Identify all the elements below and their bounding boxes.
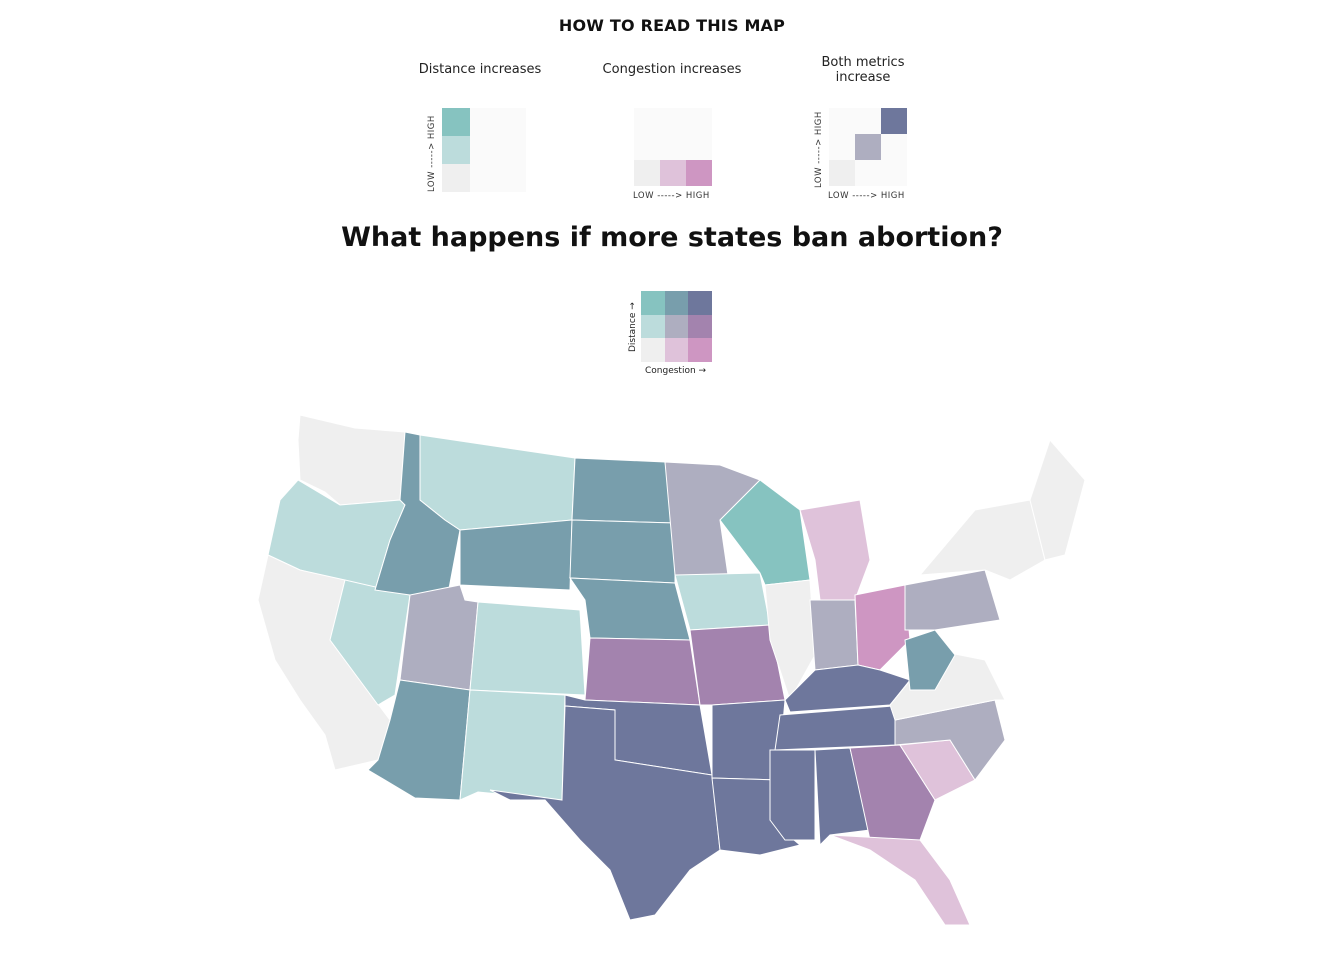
- cell: [855, 108, 881, 134]
- bivariate-legend: [641, 291, 712, 362]
- cell: [470, 108, 498, 136]
- example-distance-grid: [442, 108, 526, 192]
- state-pa: [904, 569, 1001, 631]
- how-to-read-heading: HOW TO READ THIS MAP: [558, 16, 786, 35]
- cell: [498, 108, 526, 136]
- state-ne_states: [1029, 439, 1086, 561]
- legend-cell: [641, 291, 665, 315]
- cell: [442, 136, 470, 164]
- state-il: [764, 579, 816, 702]
- state-ca: [257, 554, 391, 771]
- legend-cell: [641, 314, 665, 339]
- state-mt: [419, 434, 576, 531]
- example-both-label: Both metrics increase: [821, 55, 905, 85]
- cell: [686, 108, 712, 134]
- cell: [470, 136, 498, 164]
- map-title: What happens if more states ban abortion…: [341, 222, 1003, 253]
- cell: [498, 136, 526, 164]
- cell: [855, 160, 881, 186]
- state-ks: [584, 637, 701, 706]
- legend-cell: [664, 338, 689, 362]
- state-ne: [569, 577, 691, 641]
- state-ms: [769, 749, 816, 841]
- state-wv: [904, 629, 956, 691]
- state-tx: [489, 705, 721, 921]
- cell: [442, 108, 470, 136]
- cell: [442, 164, 470, 192]
- state-sd: [569, 519, 676, 584]
- legend-x-label: Congestion →: [645, 366, 707, 376]
- legend-cell: [641, 338, 665, 362]
- state-in: [809, 599, 859, 671]
- cell: [881, 108, 907, 134]
- cell: [660, 134, 686, 160]
- cell: [829, 160, 855, 186]
- cell: [686, 160, 712, 186]
- state-oh: [854, 584, 911, 671]
- legend-cell: [688, 338, 712, 362]
- state-nm: [459, 689, 566, 801]
- example-congestion-x-axis: LOW -----> HIGH: [633, 191, 710, 201]
- cell: [881, 160, 907, 186]
- example-congestion-grid: [634, 108, 712, 186]
- example-distance-label: Distance increases: [418, 62, 542, 77]
- legend-cell: [664, 291, 689, 315]
- example-both-x-axis: LOW -----> HIGH: [828, 191, 905, 201]
- cell: [660, 108, 686, 134]
- state-nd: [571, 457, 676, 524]
- cell: [855, 134, 881, 160]
- example-congestion-label: Congestion increases: [602, 62, 742, 77]
- cell: [829, 134, 855, 160]
- cell: [660, 160, 686, 186]
- cell: [634, 160, 660, 186]
- cell: [686, 134, 712, 160]
- legend-cell: [688, 314, 712, 339]
- state-fl: [829, 834, 971, 926]
- legend-cell: [664, 314, 689, 339]
- state-ny: [918, 499, 1046, 581]
- state-wy: [459, 519, 573, 591]
- state-ky: [784, 664, 911, 713]
- state-ut: [399, 584, 479, 691]
- state-al: [814, 747, 871, 847]
- cell: [634, 134, 660, 160]
- cell: [881, 134, 907, 160]
- state-ia: [674, 572, 771, 631]
- cell: [470, 164, 498, 192]
- cell: [498, 164, 526, 192]
- cell: [829, 108, 855, 134]
- state-ga: [849, 744, 936, 841]
- cell: [634, 108, 660, 134]
- state-co: [469, 601, 586, 696]
- legend-cell: [688, 291, 712, 315]
- example-both-grid: [829, 108, 907, 186]
